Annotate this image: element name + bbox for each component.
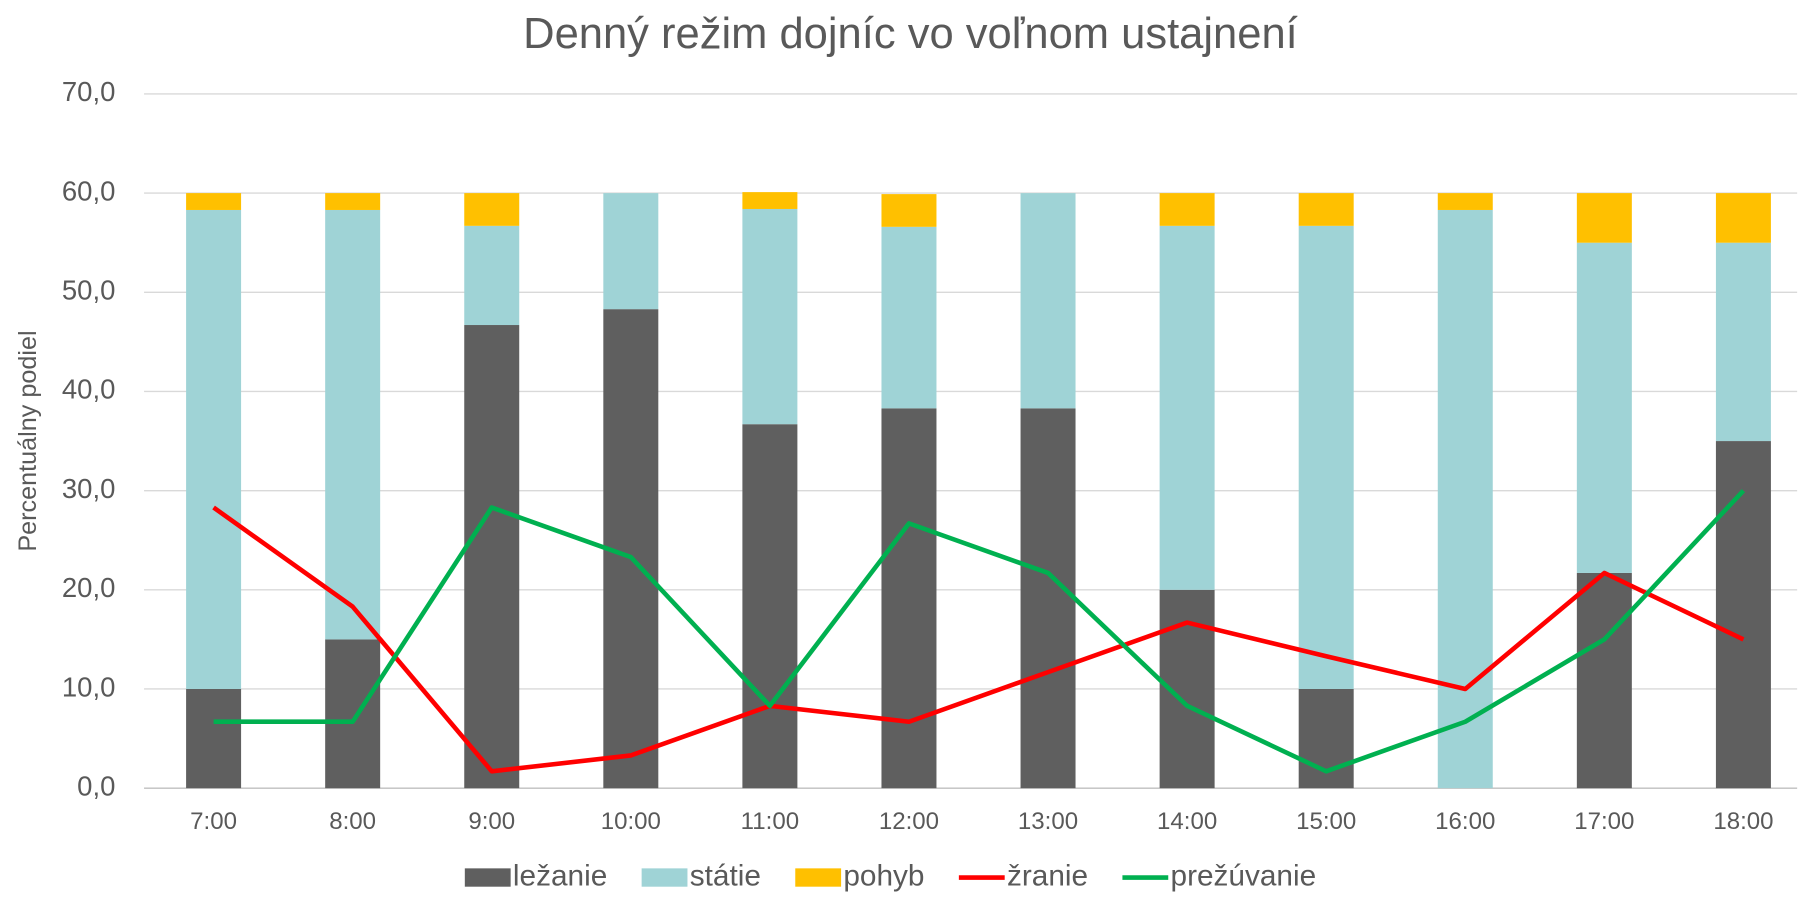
bar-segment [742,208,798,425]
legend-swatch [795,868,842,887]
bar-segment [1715,242,1771,442]
line [213,489,1746,774]
x-tick-label: 8:00 [329,808,376,835]
bar-segment [881,194,937,227]
bar-segment [1159,225,1215,590]
bar-segment [325,209,381,640]
x-tick-label: 13:00 [1018,808,1078,835]
bar-segment [881,226,937,409]
x-tick-label: 15:00 [1296,808,1356,835]
chart-title: Denný režim dojníc vo voľnom ustajnení [523,10,1298,58]
legend-label: prežúvanie [1171,859,1317,892]
bar-segment [1298,193,1354,226]
bar-segment [1159,193,1215,226]
bar-segment [1576,193,1632,243]
bar-segment [1437,209,1493,789]
bar-segment [1576,572,1632,789]
bar-segment [464,225,520,326]
bar-segment [1020,193,1076,409]
bar-segment [742,424,798,789]
x-tick-label: 17:00 [1574,808,1634,835]
y-tick-label: 30,0 [62,473,116,504]
bar-segment [1576,242,1632,573]
x-tick-label: 11:00 [741,808,799,835]
x-tick-label: 9:00 [468,808,515,835]
legend-swatch [464,868,511,887]
y-tick-label: 60,0 [62,175,116,206]
legend-label: ležanie [513,859,607,892]
bar-segment [881,408,937,789]
bar-segment [186,193,242,210]
x-tick-label: 7:00 [190,808,237,835]
x-tick-label: 10:00 [601,808,661,835]
y-tick-label: 10,0 [62,671,116,702]
bar-segment [603,193,659,310]
y-tick-label: 40,0 [62,374,116,405]
bar-segment [186,209,242,689]
y-axis-title: Percentuálny podiel [14,330,42,551]
legend-swatch [641,868,688,887]
bar-segment [742,192,798,209]
legend-label: pohyb [843,859,924,892]
x-tick-label: 18:00 [1713,808,1773,835]
bar-segment [1715,441,1771,789]
bar-segment [1298,225,1354,689]
bar-segment [325,639,381,789]
y-tick-label: 50,0 [62,275,116,306]
x-tick-label: 14:00 [1157,808,1217,835]
bar-segment [1437,193,1493,210]
line [212,505,1745,774]
bar-segment [1020,408,1076,789]
bar-segment [1715,193,1771,243]
legend-label: státie [690,859,761,892]
legend-label: žranie [1007,859,1088,892]
bar-segment [464,193,520,226]
y-tick-label: 0,0 [77,770,115,801]
x-tick-label: 16:00 [1435,808,1495,835]
y-tick-label: 70,0 [62,76,116,107]
y-tick-label: 20,0 [62,572,116,603]
bar-segment [464,325,520,789]
x-tick-label: 12:00 [879,808,939,835]
bar-segment [186,688,242,789]
bar-segment [325,193,381,210]
